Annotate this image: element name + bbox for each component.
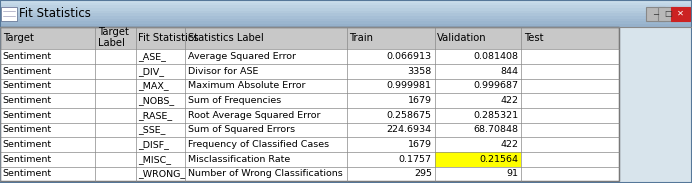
- Text: Number of Wrong Classifications: Number of Wrong Classifications: [188, 169, 343, 178]
- Bar: [0, 93, 619, 108]
- Bar: [0, 11, 692, 13]
- Text: Sentiment: Sentiment: [3, 52, 52, 61]
- Text: 844: 844: [500, 67, 518, 76]
- Text: _RASE_: _RASE_: [138, 111, 172, 120]
- Text: _SSE_: _SSE_: [138, 125, 166, 134]
- Text: □: □: [664, 9, 672, 18]
- Bar: [0, 27, 619, 181]
- Text: 422: 422: [500, 140, 518, 149]
- Text: Fit Statistics: Fit Statistics: [138, 33, 199, 43]
- Text: Target: Target: [3, 33, 34, 43]
- Text: _MISC_: _MISC_: [138, 155, 172, 164]
- Text: Frequency of Classified Cases: Frequency of Classified Cases: [188, 140, 329, 149]
- Text: 0.066913: 0.066913: [387, 52, 432, 61]
- Text: Sentiment: Sentiment: [3, 67, 52, 76]
- Bar: [0, 167, 619, 181]
- Bar: [0, 123, 619, 137]
- Text: Sentiment: Sentiment: [3, 111, 52, 120]
- FancyBboxPatch shape: [1, 7, 17, 21]
- Text: Misclassification Rate: Misclassification Rate: [188, 155, 290, 164]
- Bar: [0, 27, 619, 49]
- Text: Statistics Label: Statistics Label: [188, 33, 263, 43]
- Text: 0.258675: 0.258675: [387, 111, 432, 120]
- Bar: [0, 79, 619, 93]
- Text: 295: 295: [414, 169, 432, 178]
- Text: Maximum Absolute Error: Maximum Absolute Error: [188, 81, 305, 90]
- Text: 68.70848: 68.70848: [473, 125, 518, 134]
- Text: Fit Statistics: Fit Statistics: [19, 7, 91, 20]
- Text: Validation: Validation: [437, 33, 487, 43]
- Bar: [0, 24, 692, 27]
- Text: 1679: 1679: [408, 140, 432, 149]
- Bar: [0, 137, 619, 152]
- Text: ─: ─: [653, 9, 658, 18]
- Text: Sentiment: Sentiment: [3, 125, 52, 134]
- Bar: [0, 16, 692, 19]
- Text: Target
Label: Target Label: [98, 27, 129, 48]
- Text: 3358: 3358: [408, 67, 432, 76]
- Text: Root Average Squared Error: Root Average Squared Error: [188, 111, 320, 120]
- Text: _MAX_: _MAX_: [138, 81, 169, 90]
- Bar: [0, 49, 619, 64]
- Text: Train: Train: [349, 33, 374, 43]
- Text: _ASE_: _ASE_: [138, 52, 166, 61]
- Bar: [0, 21, 692, 24]
- Text: Average Squared Error: Average Squared Error: [188, 52, 295, 61]
- Text: _DIV_: _DIV_: [138, 67, 165, 76]
- Bar: [0, 8, 692, 11]
- Text: Sum of Frequencies: Sum of Frequencies: [188, 96, 281, 105]
- Bar: [0, 64, 619, 79]
- Bar: [0, 3, 692, 5]
- Text: _WRONG_: _WRONG_: [138, 169, 185, 178]
- Bar: [0, 13, 692, 16]
- Bar: [0, 19, 692, 21]
- Text: 0.1757: 0.1757: [399, 155, 432, 164]
- Text: 0.999981: 0.999981: [387, 81, 432, 90]
- Text: 224.6934: 224.6934: [387, 125, 432, 134]
- Text: Sentiment: Sentiment: [3, 96, 52, 105]
- Text: 1679: 1679: [408, 96, 432, 105]
- Text: 0.999687: 0.999687: [473, 81, 518, 90]
- Text: ✕: ✕: [677, 9, 684, 18]
- Text: 0.21564: 0.21564: [480, 155, 518, 164]
- FancyBboxPatch shape: [658, 7, 677, 21]
- Text: Sentiment: Sentiment: [3, 140, 52, 149]
- Text: Sentiment: Sentiment: [3, 81, 52, 90]
- Bar: [0, 27, 619, 181]
- FancyBboxPatch shape: [646, 7, 665, 21]
- Text: 91: 91: [507, 169, 518, 178]
- Text: 422: 422: [500, 96, 518, 105]
- Text: Sentiment: Sentiment: [3, 155, 52, 164]
- Text: Divisor for ASE: Divisor for ASE: [188, 67, 258, 76]
- Text: 0.081408: 0.081408: [473, 52, 518, 61]
- Bar: [0, 108, 619, 123]
- FancyBboxPatch shape: [671, 7, 690, 21]
- Text: Test: Test: [524, 33, 543, 43]
- Text: Sum of Squared Errors: Sum of Squared Errors: [188, 125, 295, 134]
- Bar: [0, 5, 692, 8]
- Text: Sentiment: Sentiment: [3, 169, 52, 178]
- Text: 0.285321: 0.285321: [473, 111, 518, 120]
- Bar: [0, 0, 692, 3]
- Text: _NOBS_: _NOBS_: [138, 96, 174, 105]
- Bar: [0, 152, 619, 167]
- Text: _DISF_: _DISF_: [138, 140, 170, 149]
- Bar: [435, 152, 521, 167]
